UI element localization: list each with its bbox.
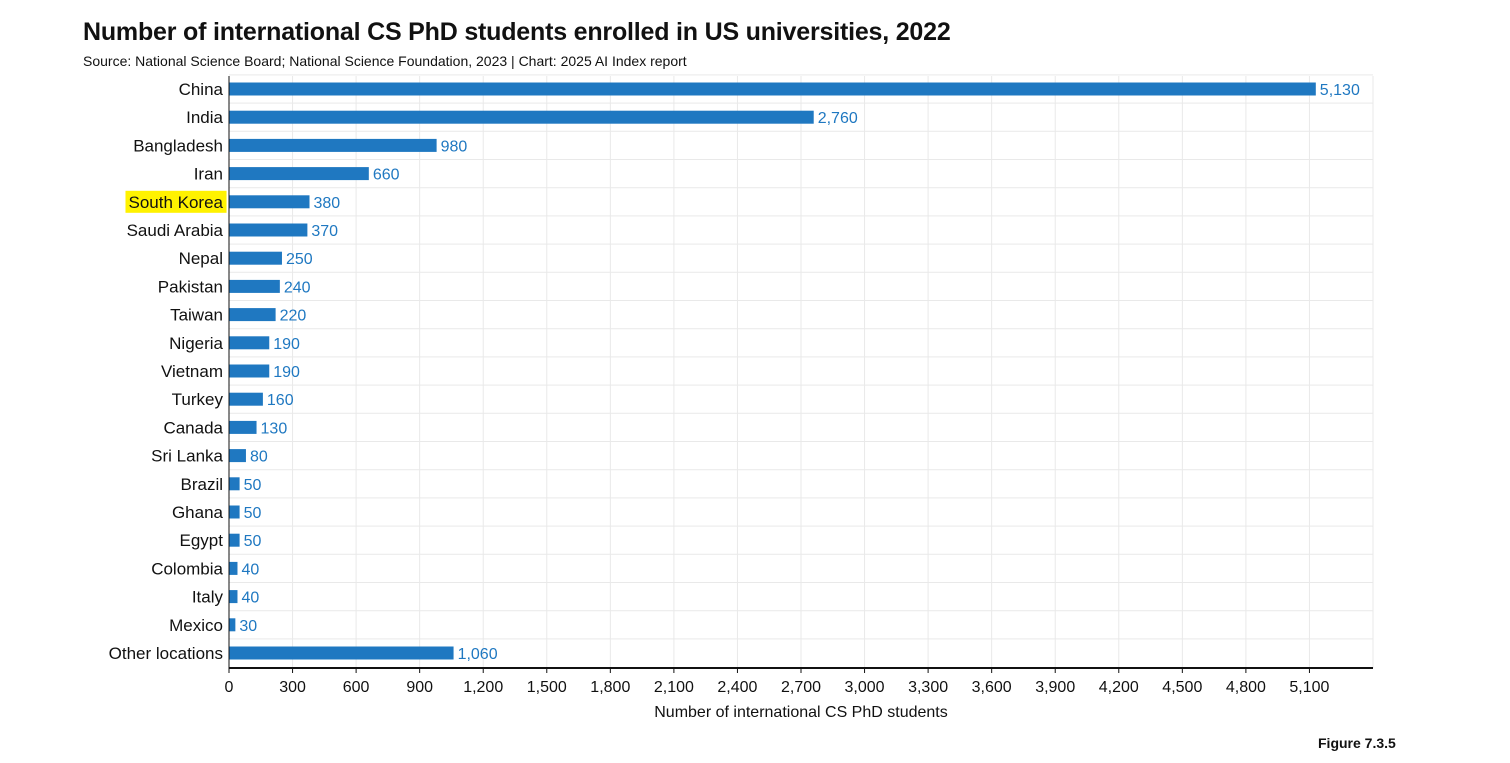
x-tick-label: 600 <box>343 679 370 696</box>
bar-pakistan <box>229 279 280 293</box>
category-label: Ghana <box>172 503 224 522</box>
bar-bangladesh <box>229 138 437 152</box>
category-label: Canada <box>163 418 223 437</box>
value-label: 80 <box>250 449 268 466</box>
category-label: India <box>186 108 223 127</box>
category-label: China <box>179 80 224 99</box>
x-tick-label: 4,500 <box>1162 679 1202 696</box>
value-label: 250 <box>286 251 313 268</box>
x-axis-title: Number of international CS PhD students <box>654 704 947 721</box>
category-label: Turkey <box>172 390 224 409</box>
bar-india <box>229 110 814 124</box>
category-highlight <box>125 190 227 213</box>
x-tick-label: 2,400 <box>717 679 757 696</box>
category-label: Colombia <box>151 559 223 578</box>
x-tick-label: 900 <box>406 679 433 696</box>
category-label: Brazil <box>180 475 223 494</box>
x-tick-label: 3,600 <box>972 679 1012 696</box>
value-label: 380 <box>314 195 341 212</box>
x-tick-label: 1,200 <box>463 679 503 696</box>
category-label: Nepal <box>179 249 223 268</box>
value-labels: 5,130 2,760 980 660 380 370 250 240 220 190 190 160… <box>239 82 1360 663</box>
x-tick-label: 4,800 <box>1226 679 1266 696</box>
value-label: 660 <box>373 167 400 184</box>
bar-china <box>229 82 1316 96</box>
bar-egypt <box>229 533 240 547</box>
value-label: 30 <box>239 618 257 635</box>
bar-sri-lanka <box>229 449 246 463</box>
value-label: 220 <box>280 308 307 325</box>
chart-subtitle: Source: National Science Board; National… <box>83 53 687 69</box>
bar-nigeria <box>229 336 270 350</box>
category-labels: China India Bangladesh Iran South Korea Saudi… <box>109 80 224 663</box>
x-tick-label: 2,700 <box>781 679 821 696</box>
value-label: 5,130 <box>1320 82 1360 99</box>
x-tick-label: 300 <box>279 679 306 696</box>
category-label: Vietnam <box>161 362 223 381</box>
bar-colombia <box>229 561 238 575</box>
x-tick-label: 3,000 <box>845 679 885 696</box>
category-label: Iran <box>194 165 223 184</box>
value-label: 190 <box>273 364 300 381</box>
value-label: 50 <box>244 477 262 494</box>
category-label: Nigeria <box>169 334 223 353</box>
chart-title: Number of international CS PhD students … <box>83 18 951 46</box>
bar-taiwan <box>229 308 276 322</box>
x-axis: 0 300 600 900 1,200 1,500 1,800 2,100 2,400 2,700… <box>225 76 1373 696</box>
bar-saudi-arabia <box>229 223 308 237</box>
category-label: Sri Lanka <box>151 447 223 466</box>
bar-other-locations <box>229 646 454 660</box>
value-label: 190 <box>273 336 300 353</box>
category-label: Other locations <box>109 644 223 663</box>
highlight-layer <box>125 190 227 213</box>
x-tick-label: 1,500 <box>527 679 567 696</box>
category-label: Taiwan <box>170 306 223 325</box>
x-tick-label: 3,300 <box>908 679 948 696</box>
bar-mexico <box>229 618 236 632</box>
category-label: Pakistan <box>158 277 223 296</box>
grid-lines <box>229 74 1374 668</box>
bars <box>229 82 1316 660</box>
bar-ghana <box>229 505 240 519</box>
x-tick-label: 5,100 <box>1289 679 1329 696</box>
category-label: South Korea <box>128 193 223 212</box>
bar-iran <box>229 167 369 181</box>
value-label: 2,760 <box>818 110 858 127</box>
x-tick-label: 1,800 <box>590 679 630 696</box>
value-label: 50 <box>244 505 262 522</box>
category-label: Italy <box>192 588 224 607</box>
figure-label: Figure 7.3.5 <box>1318 735 1396 751</box>
category-label: Saudi Arabia <box>127 221 224 240</box>
bar-italy <box>229 590 238 604</box>
x-tick-label: 4,200 <box>1099 679 1139 696</box>
value-label: 240 <box>284 279 311 296</box>
value-label: 160 <box>267 392 294 409</box>
bar-canada <box>229 420 257 434</box>
bar-south-korea <box>229 195 310 209</box>
value-label: 370 <box>311 223 338 240</box>
bar-turkey <box>229 392 263 406</box>
category-label: Bangladesh <box>133 136 223 155</box>
x-tick-label: 3,900 <box>1035 679 1075 696</box>
value-label: 130 <box>261 420 288 437</box>
category-label: Mexico <box>169 616 223 635</box>
value-label: 40 <box>241 590 259 607</box>
x-tick-label: 2,100 <box>654 679 694 696</box>
value-label: 40 <box>241 561 259 578</box>
x-tick-label: 0 <box>225 679 234 696</box>
bar-nepal <box>229 251 282 265</box>
bar-brazil <box>229 477 240 491</box>
value-label: 980 <box>441 138 468 155</box>
value-label: 1,060 <box>458 646 498 663</box>
bar-vietnam <box>229 364 270 378</box>
category-label: Egypt <box>180 531 224 550</box>
value-label: 50 <box>244 533 262 550</box>
